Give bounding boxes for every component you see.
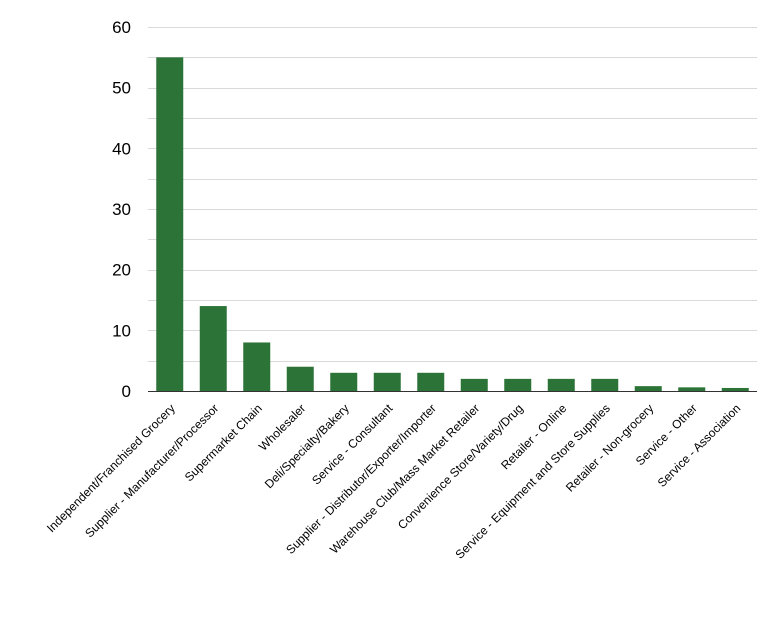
y-tick-label: 30 [112,200,131,219]
bar [286,366,314,391]
bar [634,386,662,391]
x-tick-label: Service - Equipment and Store Supplies [453,401,613,561]
y-tick-label: 60 [112,18,131,37]
bar [417,372,445,391]
x-tick-label: Deli/Specialty/Bakery [262,401,352,491]
bar [547,378,575,391]
bar [721,387,749,391]
bar [504,378,532,391]
y-tick-label: 40 [112,139,131,158]
bar [591,378,619,391]
bar [460,378,488,391]
gridlines [148,27,757,392]
bar [243,342,271,391]
bar [330,372,358,391]
x-tick-label: Supermarket Chain [182,401,265,484]
bar [156,57,184,391]
y-axis-ticks: 0 10 20 30 40 50 60 [112,18,131,401]
y-tick-label: 50 [112,79,131,98]
x-tick-label: Service - Consultant [309,401,396,488]
bar [678,387,706,391]
y-tick-label: 10 [112,321,131,340]
bar [373,372,401,391]
x-tick-label: Service - Association [655,401,744,490]
y-tick-label: 20 [112,261,131,280]
bars [156,57,749,391]
y-tick-label: 0 [122,382,131,401]
bar [199,306,227,391]
